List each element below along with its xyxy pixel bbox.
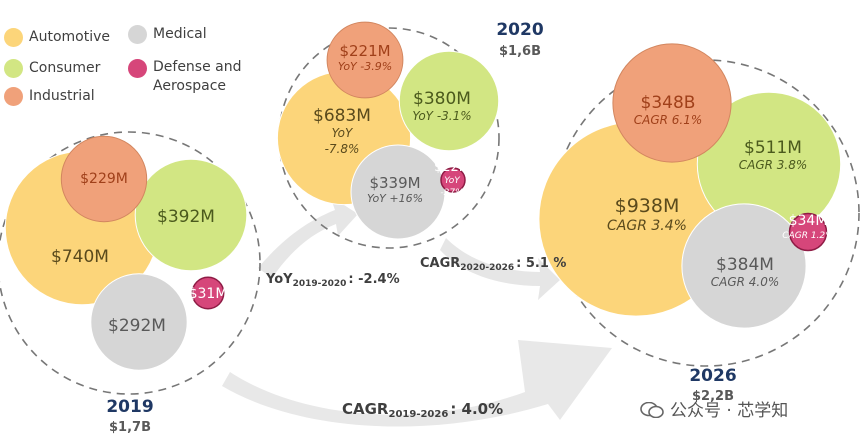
rate-cagr-2019-label: CAGR: [342, 400, 389, 418]
value-label-defense-2026: $34M: [789, 213, 828, 229]
note-label-defense-2026: CAGR 1.2%: [782, 231, 833, 241]
legend-label-medical: Medical: [153, 26, 207, 42]
bubble-medical-2020: [350, 144, 446, 240]
value-label-defense-2020: $22M: [434, 160, 470, 175]
value-label-defense-2019: $31M: [189, 286, 228, 302]
value-label-industrial-2020: $221M: [339, 42, 390, 60]
swatch-automotive: [4, 28, 23, 47]
legend-label-industrial: Industrial: [29, 88, 95, 104]
bubble-medical-2026: [681, 203, 807, 329]
rate-yoy-2019-2020: YoY2019-2020: -2.4%: [266, 272, 400, 289]
bubble-industrial-2019: [60, 135, 148, 223]
rate-cagr-2020-value: : 5.1 %: [516, 256, 567, 271]
bubble-consumer-2019: [134, 158, 248, 272]
arrow-2020-2026: [440, 238, 560, 300]
rate-cagr-2020-sub: 2020-2026: [460, 263, 515, 273]
swatch-defense: [128, 59, 147, 78]
note-label-medical-2020: YoY +16%: [367, 192, 423, 205]
swatch-medical: [128, 25, 147, 44]
legend-label-defense-line1: Defense and: [153, 59, 242, 75]
note-label-defense-2020: YoY: [444, 176, 461, 186]
swatch-industrial: [4, 87, 23, 106]
bubble-consumer-2020: [398, 50, 500, 152]
note2-label-defense-2020: -27%: [440, 188, 463, 198]
note-label-industrial-2020: YoY -3.9%: [338, 60, 392, 73]
rate-cagr-2019-value: : 4.0%: [450, 400, 504, 418]
rate-yoy-sub: 2019-2020: [292, 279, 347, 289]
group-outline-2020: [278, 27, 500, 249]
value-label-consumer-2026: $511M: [744, 138, 802, 158]
legend-label-consumer: Consumer: [29, 60, 101, 76]
note2-label-automotive-2020: -7.8%: [325, 142, 360, 156]
value-label-industrial-2019: $229M: [80, 171, 128, 187]
year-2020-title: 2020: [496, 20, 544, 40]
year-2019-total: $1,7B: [109, 420, 151, 435]
year-2026-total: $2,2B: [692, 389, 734, 404]
value-label-industrial-2026: $348B: [641, 93, 696, 113]
legend-label-automotive: Automotive: [29, 29, 110, 45]
legend-label-defense-line2: Aerospace: [153, 78, 227, 94]
value-label-automotive-2019: $740M: [51, 247, 109, 267]
value-label-consumer-2019: $392M: [157, 207, 215, 227]
year-2026-title: 2026: [689, 366, 737, 386]
watermark: 公众号 · 芯学知: [640, 396, 788, 421]
bubble-defense-2019: [191, 276, 225, 310]
rate-cagr-2020-2026: CAGR2020-2026: 5.1 %: [420, 256, 566, 273]
arrow-2019-2020: [258, 196, 358, 278]
rate-cagr-2019-2026: CAGR2019-2026: 4.0%: [342, 400, 503, 420]
note-label-consumer-2020: YoY -3.1%: [412, 109, 471, 123]
swatch-consumer: [4, 59, 23, 78]
watermark-text: 公众号 · 芯学知: [670, 401, 789, 421]
year-2020-total: $1,6B: [499, 44, 541, 59]
value-label-medical-2020: $339M: [369, 174, 420, 192]
arrow-2019-2026: [222, 340, 612, 427]
rate-yoy-label: YoY: [266, 272, 293, 287]
value-label-automotive-2020: $683M: [313, 106, 371, 126]
rate-cagr-2020-label: CAGR: [420, 256, 461, 271]
group-outline-2019: [0, 131, 261, 395]
value-label-consumer-2020: $380M: [413, 89, 471, 109]
note-label-industrial-2026: CAGR 6.1%: [634, 113, 703, 127]
note-label-consumer-2026: CAGR 3.8%: [739, 158, 808, 172]
rate-yoy-value: : -2.4%: [348, 272, 400, 287]
value-label-automotive-2026: $938M: [615, 195, 680, 217]
value-label-medical-2019: $292M: [108, 316, 166, 336]
value-label-medical-2026: $384M: [716, 255, 774, 275]
note-label-automotive-2020: YoY: [332, 126, 354, 140]
rate-cagr-2019-sub: 2019-2026: [388, 409, 449, 420]
wechat-icon: [640, 402, 664, 418]
bubble-industrial-2026: [612, 43, 732, 163]
bubble-defense-2026: [788, 212, 828, 252]
note-label-medical-2026: CAGR 4.0%: [711, 275, 780, 289]
bubble-industrial-2020: [326, 21, 404, 99]
bubble-defense-2020: [440, 167, 466, 193]
bubble-medical-2019: [90, 273, 188, 371]
year-2019-title: 2019: [106, 397, 154, 417]
note-label-automotive-2026: CAGR 3.4%: [607, 218, 687, 234]
